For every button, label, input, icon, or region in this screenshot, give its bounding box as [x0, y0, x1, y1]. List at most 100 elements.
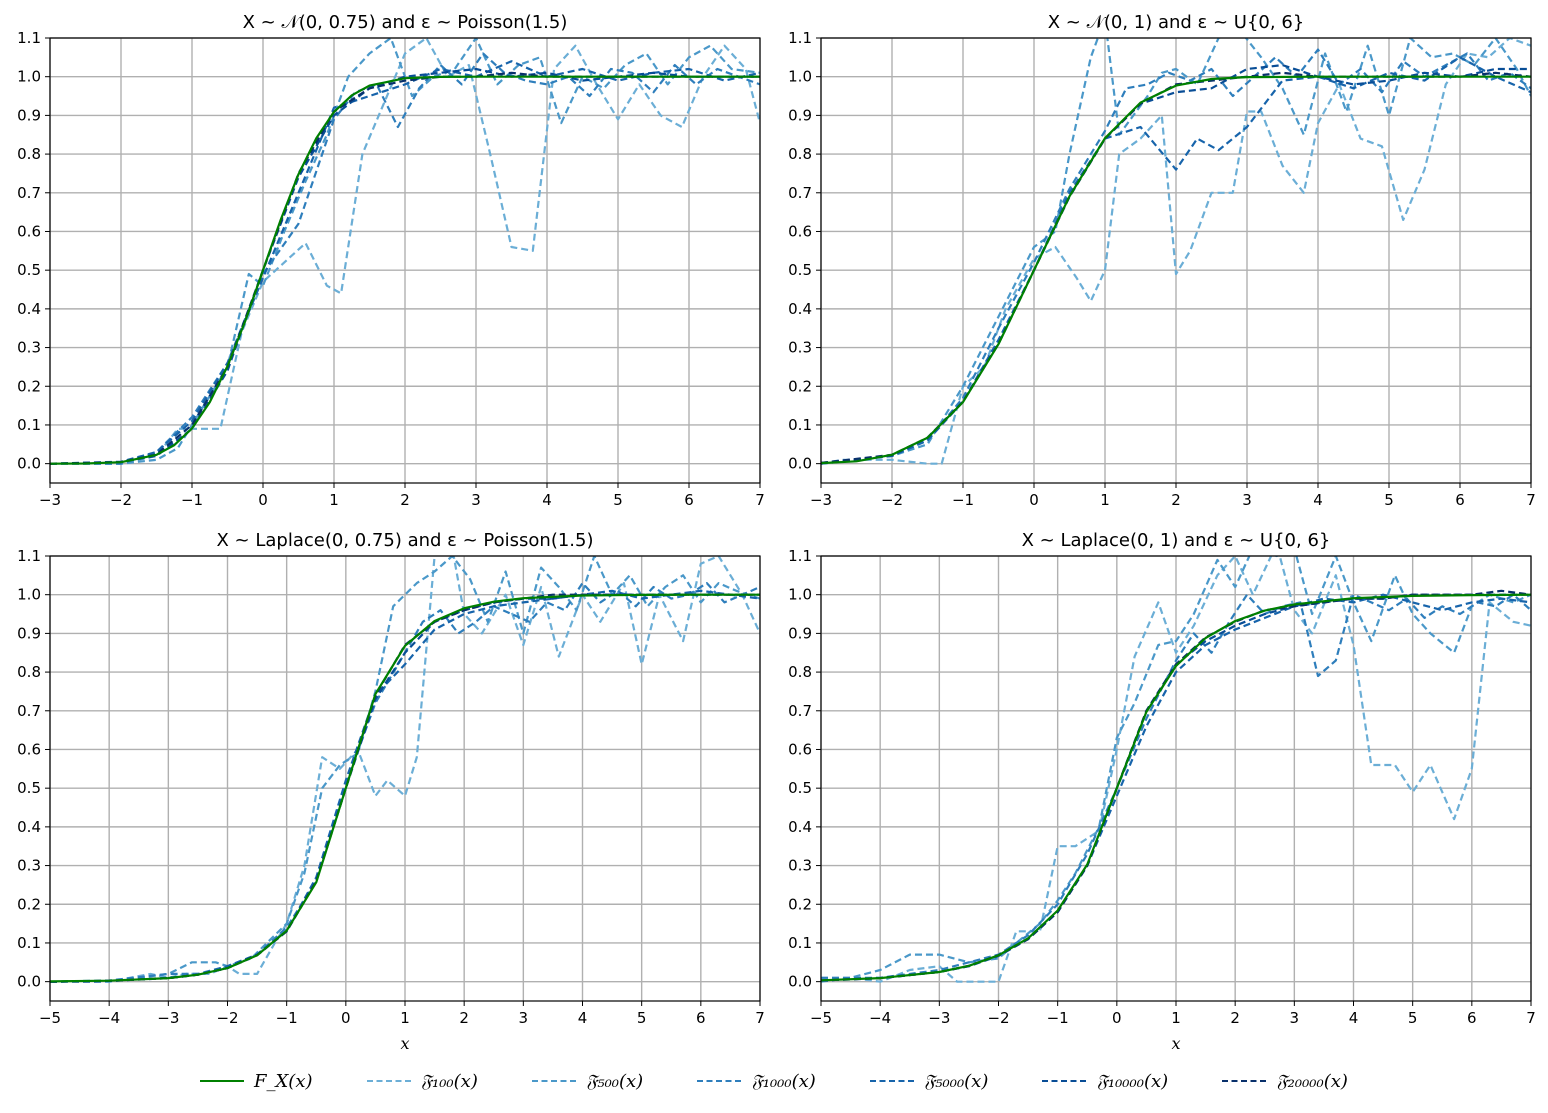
x-tick-label: −2 — [110, 491, 132, 509]
legend-swatch — [1222, 1080, 1267, 1082]
legend-label: 𝔉₁₀₀(x) — [420, 1070, 478, 1092]
series-line-F5000 — [821, 56, 1531, 465]
legend-item: 𝔉₁₀₀₀₀(x) — [1042, 1071, 1168, 1092]
true-cdf-line — [821, 75, 1531, 465]
x-tick-label: 5 — [613, 491, 623, 509]
x-tick-label: 1 — [329, 491, 339, 509]
x-tick-label: 2 — [1230, 1009, 1240, 1027]
y-tick-label: 0.3 — [788, 339, 812, 357]
x-tick-label: −3 — [928, 1009, 950, 1027]
x-tick-label: −5 — [810, 1009, 832, 1027]
y-tick-label: 0.7 — [788, 184, 812, 202]
series-line-F10000 — [821, 63, 1531, 464]
y-tick-label: 0.9 — [788, 106, 812, 124]
y-tick-label: 0.9 — [17, 106, 41, 124]
y-tick-label: 0.3 — [788, 857, 812, 875]
x-tick-label: 3 — [519, 1009, 529, 1027]
series-line-F5000 — [50, 60, 760, 465]
x-tick-label: −1 — [1047, 1009, 1069, 1027]
legend-label: F_X(x) — [254, 1070, 313, 1092]
x-tick-label: 3 — [1242, 491, 1252, 509]
x-tick-label: −1 — [952, 491, 974, 509]
legend-item: 𝔉₅₀₀(x) — [531, 1071, 643, 1092]
legend-item: 𝔉₅₀₀₀(x) — [869, 1071, 988, 1092]
series-line-F500 — [821, 38, 1531, 465]
y-tick-label: 1.1 — [788, 547, 812, 565]
y-tick-label: 0.6 — [17, 222, 41, 240]
legend: F_X(x) 𝔉₁₀₀(x) 𝔉₅₀₀(x) 𝔉₁₀₀₀(x) 𝔉₅₀₀₀(x) 𝔉₁₀₀… — [200, 1066, 1348, 1096]
x-tick-label: 2 — [1171, 491, 1181, 509]
legend-swatch — [531, 1080, 576, 1082]
legend-item: F_X(x) — [200, 1071, 313, 1092]
chart-title: X ~ Laplace(0, 1) and ε ~ U{0, 6} — [1022, 530, 1331, 551]
y-tick-label: 1.1 — [788, 29, 812, 47]
legend-swatch — [869, 1080, 914, 1082]
chart-title: X ~ 𝒩(0, 0.75) and ε ~ Poisson(1.5) — [243, 12, 568, 33]
x-tick-label: 5 — [1384, 491, 1394, 509]
y-tick-label: 0.3 — [17, 857, 41, 875]
series-line-F100 — [821, 38, 1531, 465]
y-tick-label: 0.2 — [788, 895, 812, 913]
y-tick-label: 0.7 — [17, 184, 41, 202]
x-tick-label: 5 — [637, 1009, 647, 1027]
x-tick-label: 4 — [1313, 491, 1323, 509]
y-tick-label: 0.8 — [17, 663, 41, 681]
x-tick-label: 0 — [1029, 491, 1039, 509]
y-tick-label: 0.5 — [17, 261, 41, 279]
y-tick-label: 0.4 — [17, 300, 41, 318]
y-tick-label: 0.1 — [788, 416, 812, 434]
true-cdf-line — [821, 593, 1531, 982]
y-tick-label: 0.9 — [788, 624, 812, 642]
legend-label: 𝔉₁₀₀₀(x) — [751, 1070, 816, 1092]
x-tick-label: −2 — [216, 1009, 238, 1027]
y-tick-label: 0.7 — [788, 702, 812, 720]
x-tick-label: −1 — [181, 491, 203, 509]
chart-panel-4: −5 −4 −3 −2 −1 0 1 2 3 4 5 6 7 0.0 0.1 0.2 0.3 0.4 0.5 0.6 0… — [788, 530, 1536, 1053]
series-line-F100 — [821, 556, 1531, 983]
y-tick-label: 0.1 — [788, 934, 812, 952]
legend-swatch — [366, 1080, 411, 1082]
x-tick-label: 7 — [755, 1009, 765, 1027]
true-cdf-line — [50, 593, 760, 983]
legend-swatch — [697, 1080, 742, 1082]
x-tick-label: 1 — [1171, 1009, 1181, 1027]
x-tick-label: 2 — [459, 1009, 469, 1027]
chart-panel-2: −3 −2 −1 0 1 2 3 4 5 6 7 0.0 0.1 0.2 0.3 0.4 0.5 0.6 0.7 0.… — [788, 12, 1536, 509]
y-tick-label: 1.1 — [17, 547, 41, 565]
chart-title: X ~ Laplace(0, 0.75) and ε ~ Poisson(1.5… — [217, 530, 594, 551]
y-tick-label: 0.3 — [17, 339, 41, 357]
y-tick-label: 0.2 — [788, 377, 812, 395]
y-tick-label: 0.5 — [17, 779, 41, 797]
x-tick-label: 3 — [471, 491, 481, 509]
y-tick-label: 0.8 — [788, 145, 812, 163]
x-tick-label: 5 — [1408, 1009, 1418, 1027]
y-tick-label: 0.7 — [17, 702, 41, 720]
x-tick-label: −2 — [881, 491, 903, 509]
x-tick-label: 4 — [578, 1009, 588, 1027]
legend-label: 𝔉₁₀₀₀₀(x) — [1096, 1070, 1169, 1092]
y-tick-label: 0.2 — [17, 377, 41, 395]
x-tick-label: −3 — [39, 491, 61, 509]
y-tick-label: 0.4 — [788, 300, 812, 318]
x-tick-label: −4 — [869, 1009, 891, 1027]
x-tick-label: −3 — [810, 491, 832, 509]
x-tick-label: 0 — [1112, 1009, 1122, 1027]
x-tick-label: 1 — [1100, 491, 1110, 509]
y-tick-label: 0.0 — [788, 973, 812, 991]
y-tick-label: 1.0 — [788, 68, 812, 86]
y-tick-label: 0.2 — [17, 895, 41, 913]
y-tick-label: 0.0 — [788, 455, 812, 473]
chart-title: X ~ 𝒩(0, 1) and ε ~ U{0, 6} — [1048, 12, 1304, 33]
x-tick-label: 6 — [1467, 1009, 1477, 1027]
x-tick-label: 2 — [400, 491, 410, 509]
x-tick-label: −1 — [276, 1009, 298, 1027]
x-tick-label: −4 — [98, 1009, 120, 1027]
chart-panel-3: −5 −4 −3 −2 −1 0 1 2 3 4 5 6 7 0.0 0.1 0.2 0.3 0.4 0.5 0.6 0… — [17, 530, 765, 1053]
x-tick-label: 4 — [1349, 1009, 1359, 1027]
series-line-F10000 — [50, 67, 760, 465]
legend-swatch — [200, 1080, 244, 1082]
legend-item: 𝔉₁₀₀(x) — [366, 1070, 478, 1092]
x-tick-label: −3 — [157, 1009, 179, 1027]
y-tick-label: 1.1 — [17, 29, 41, 47]
true-cdf-line — [50, 75, 760, 465]
